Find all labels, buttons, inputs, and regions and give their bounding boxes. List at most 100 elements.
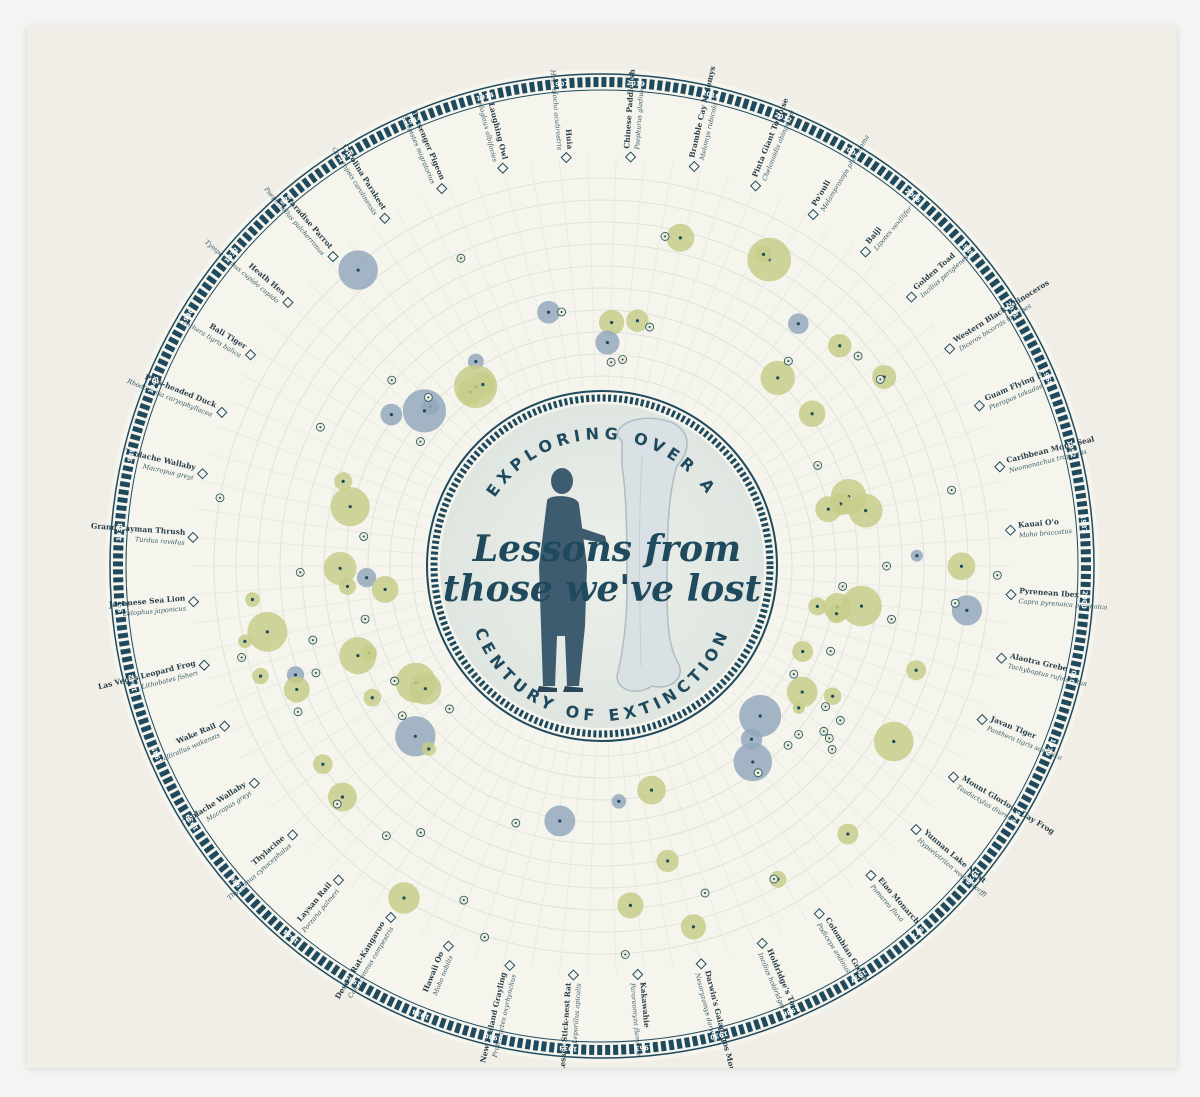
bubble-center-dot bbox=[356, 654, 360, 658]
bubble-center-dot bbox=[293, 673, 298, 677]
label-marker bbox=[385, 911, 397, 924]
bubble-center-dot bbox=[340, 795, 345, 799]
grid-spoke bbox=[766, 398, 977, 494]
label-marker bbox=[282, 296, 294, 309]
bubble-center-dot bbox=[831, 694, 835, 698]
grid-spoke bbox=[372, 715, 502, 907]
year-label: 2010 bbox=[1067, 665, 1079, 685]
year-label: 1930 bbox=[483, 1031, 503, 1043]
label-marker bbox=[910, 823, 922, 836]
small-marker-dot bbox=[664, 235, 667, 238]
small-marker-dot bbox=[857, 355, 860, 358]
grid-spoke bbox=[680, 727, 783, 935]
species-common-name: Kauai O'o bbox=[1018, 517, 1060, 530]
bubble-center-dot bbox=[474, 359, 478, 364]
grid-spoke bbox=[195, 508, 424, 542]
grid-spoke bbox=[396, 721, 513, 922]
small-marker-dot bbox=[459, 257, 462, 260]
label-marker bbox=[688, 160, 700, 173]
small-marker-dot bbox=[704, 892, 707, 895]
label-marker bbox=[497, 162, 509, 174]
bubble-center-dot bbox=[628, 903, 633, 907]
small-marker-dot bbox=[772, 878, 775, 881]
title-line-1: Lessons from bbox=[472, 528, 741, 570]
poster: Chinese Paddlefish Psephurus gladius Bramb… bbox=[27, 26, 1177, 1068]
small-marker-dot bbox=[560, 311, 563, 314]
label-marker bbox=[436, 182, 448, 195]
center-medallion: EXPLORING OVER A CENTURY OF EXTINCTION L… bbox=[426, 390, 778, 742]
bubble-center-dot bbox=[295, 687, 299, 692]
species-common-name: Pyrenean Ibex bbox=[1019, 586, 1080, 599]
label-marker bbox=[567, 969, 580, 981]
year-ring: 2019201620122004200619892011196819521987… bbox=[109, 73, 1095, 1059]
small-marker-dot bbox=[319, 426, 322, 429]
grid-spoke bbox=[771, 627, 988, 707]
small-marker-dot bbox=[824, 705, 827, 708]
year-label: 1938 bbox=[115, 522, 124, 541]
grid-spoke bbox=[747, 324, 934, 461]
small-marker-dot bbox=[890, 618, 893, 621]
grid-spoke bbox=[474, 737, 547, 957]
small-marker-dot bbox=[390, 379, 393, 382]
label-marker bbox=[994, 461, 1006, 473]
bubble-center-dot bbox=[914, 668, 918, 672]
small-marker-dot bbox=[401, 714, 404, 717]
grid-spoke bbox=[702, 225, 832, 417]
bubble-center-dot bbox=[383, 587, 387, 592]
bubble-center-dot bbox=[800, 690, 804, 694]
bubble-center-dot bbox=[364, 576, 369, 580]
bubble-center-dot bbox=[810, 412, 814, 416]
small-marker-dot bbox=[792, 673, 795, 676]
bubble-center-dot bbox=[348, 505, 352, 509]
year-label: 2000 bbox=[1080, 590, 1089, 609]
grid-spoke bbox=[777, 480, 1004, 529]
grid-spoke bbox=[632, 162, 674, 389]
bubble-center-dot bbox=[826, 507, 830, 511]
grid-spoke bbox=[448, 732, 535, 947]
small-marker-dot bbox=[296, 710, 299, 713]
year-label: 1951 bbox=[116, 598, 126, 617]
bubble-center-dot bbox=[815, 604, 819, 608]
small-marker-dot bbox=[419, 440, 422, 443]
small-marker-dot bbox=[240, 656, 243, 659]
bubble-center-dot bbox=[481, 382, 485, 387]
bubble-center-dot bbox=[635, 319, 640, 323]
grid-spoke bbox=[722, 261, 877, 433]
grid-spoke bbox=[254, 348, 450, 471]
label-marker bbox=[859, 246, 872, 258]
bubble-center-dot bbox=[965, 608, 969, 612]
year-label: 2016 bbox=[701, 89, 721, 101]
label-marker bbox=[196, 468, 209, 480]
grid-spoke bbox=[421, 197, 524, 405]
small-marker-dot bbox=[419, 831, 422, 834]
bubble-center-dot bbox=[801, 649, 805, 654]
bubble-center-dot bbox=[649, 788, 654, 792]
small-marker-dot bbox=[797, 733, 800, 736]
grid-spoke bbox=[620, 158, 646, 388]
bubble-center-dot bbox=[758, 714, 762, 718]
label-marker bbox=[286, 829, 299, 841]
label-marker bbox=[947, 771, 960, 783]
grid-spoke bbox=[607, 745, 617, 976]
small-marker-dot bbox=[362, 535, 365, 538]
bubble-center-dot bbox=[846, 832, 850, 836]
bone-illustration bbox=[616, 417, 688, 692]
small-marker-dot bbox=[514, 822, 517, 825]
label-marker bbox=[905, 291, 918, 303]
bubble-center-dot bbox=[370, 696, 374, 700]
bubble-center-dot bbox=[796, 322, 800, 326]
grid-spoke bbox=[669, 185, 756, 400]
label-marker bbox=[973, 400, 986, 412]
bubble-center-dot bbox=[892, 739, 896, 744]
grid-spoke bbox=[747, 671, 934, 808]
grid-spoke bbox=[239, 373, 444, 482]
bubble-center-dot bbox=[321, 762, 325, 766]
bubble-center-dot bbox=[838, 344, 842, 348]
grid-spoke bbox=[192, 537, 423, 554]
grid-spoke bbox=[657, 175, 730, 395]
grid-spoke bbox=[620, 744, 646, 974]
small-marker-dot bbox=[314, 671, 317, 674]
bubble-center-dot bbox=[834, 612, 839, 616]
grid-spoke bbox=[207, 452, 430, 517]
grid-spoke bbox=[712, 242, 855, 425]
